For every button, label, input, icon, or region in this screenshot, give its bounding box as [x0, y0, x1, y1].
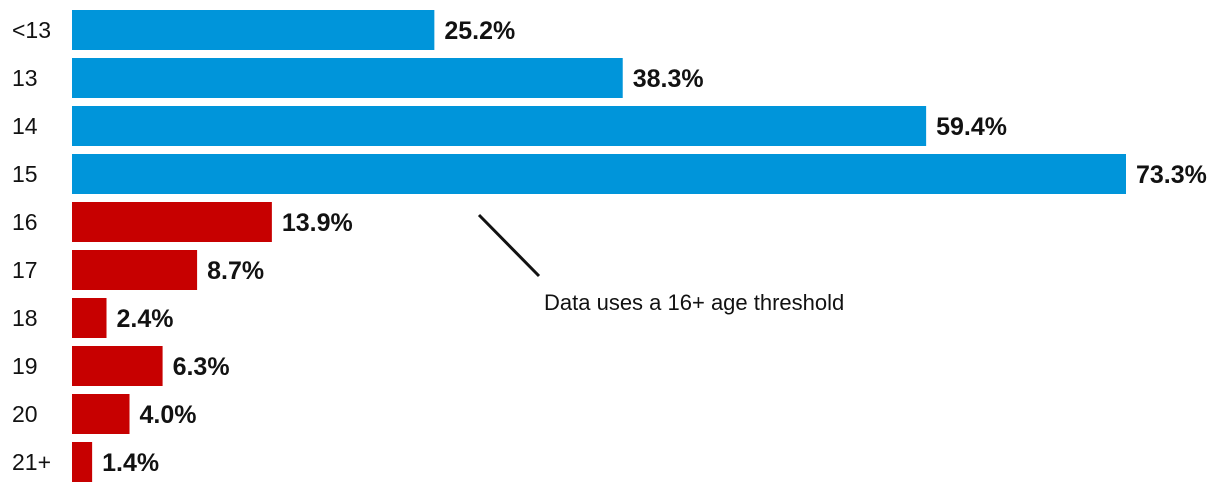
category-label-8: 20 — [12, 401, 38, 427]
bar-3 — [72, 154, 1126, 194]
category-label-9: 21+ — [12, 449, 51, 475]
annotation-text: Data uses a 16+ age threshold — [544, 290, 844, 315]
bar-8 — [72, 394, 130, 434]
value-label-1: 38.3% — [633, 65, 704, 93]
bar-2 — [72, 106, 927, 146]
bar-9 — [72, 442, 93, 482]
value-labels: 25.2% 38.3% 59.4% 73.3% 13.9% 8.7% 2.4% 6.3% 4.0… — [102, 17, 1207, 477]
category-label-6: 18 — [12, 305, 38, 331]
value-label-9: 1.4% — [102, 449, 159, 477]
value-label-5: 8.7% — [207, 257, 264, 285]
value-label-0: 25.2% — [444, 17, 515, 45]
annotation-leader-line — [477, 213, 541, 278]
category-labels: <13 13 14 15 16 17 18 19 20 21+ — [12, 17, 51, 475]
annotation: Data uses a 16+ age threshold — [477, 213, 844, 315]
bars-layer — [72, 10, 1126, 482]
category-label-1: 13 — [12, 65, 38, 91]
bar-0 — [72, 10, 435, 50]
value-label-8: 4.0% — [140, 401, 197, 429]
category-label-2: 14 — [12, 113, 38, 139]
bar-1 — [72, 58, 623, 98]
category-label-0: <13 — [12, 17, 51, 43]
value-label-6: 2.4% — [117, 305, 174, 333]
category-label-3: 15 — [12, 161, 38, 187]
category-label-7: 19 — [12, 353, 38, 379]
value-label-7: 6.3% — [173, 353, 230, 381]
bar-5 — [72, 250, 198, 290]
category-label-4: 16 — [12, 209, 38, 235]
bar-4 — [72, 202, 272, 242]
bar-6 — [72, 298, 107, 338]
category-label-5: 17 — [12, 257, 38, 283]
bar-7 — [72, 346, 163, 386]
value-label-3: 73.3% — [1136, 161, 1207, 189]
value-label-4: 13.9% — [282, 209, 353, 237]
value-label-2: 59.4% — [936, 113, 1007, 141]
